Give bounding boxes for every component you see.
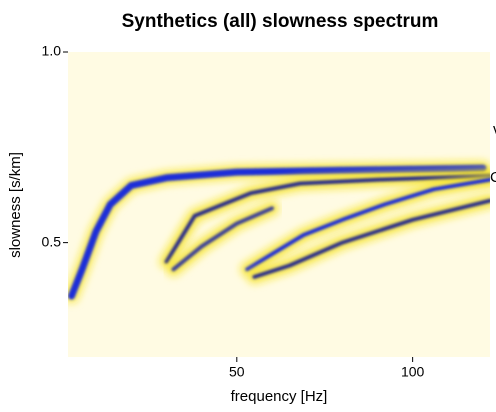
curve [164, 173, 490, 264]
chart-title: Synthetics (all) slowness spectrum [122, 11, 439, 32]
annotation: C [490, 169, 496, 186]
curve [68, 164, 487, 300]
x-tick-label: 50 [229, 364, 245, 380]
annotation: v [493, 121, 496, 138]
y-tick-label: 0.5 [42, 233, 62, 249]
plot-background [68, 52, 490, 357]
y-axis-label: slowness [s/km] [7, 152, 24, 258]
curves [68, 161, 490, 303]
y-tick-label: 1.0 [42, 43, 62, 59]
x-axis-label: frequency [Hz] [231, 388, 328, 405]
curve [245, 177, 490, 272]
x-tick-label: 100 [401, 364, 425, 380]
curve [171, 206, 274, 272]
curve [252, 198, 490, 279]
